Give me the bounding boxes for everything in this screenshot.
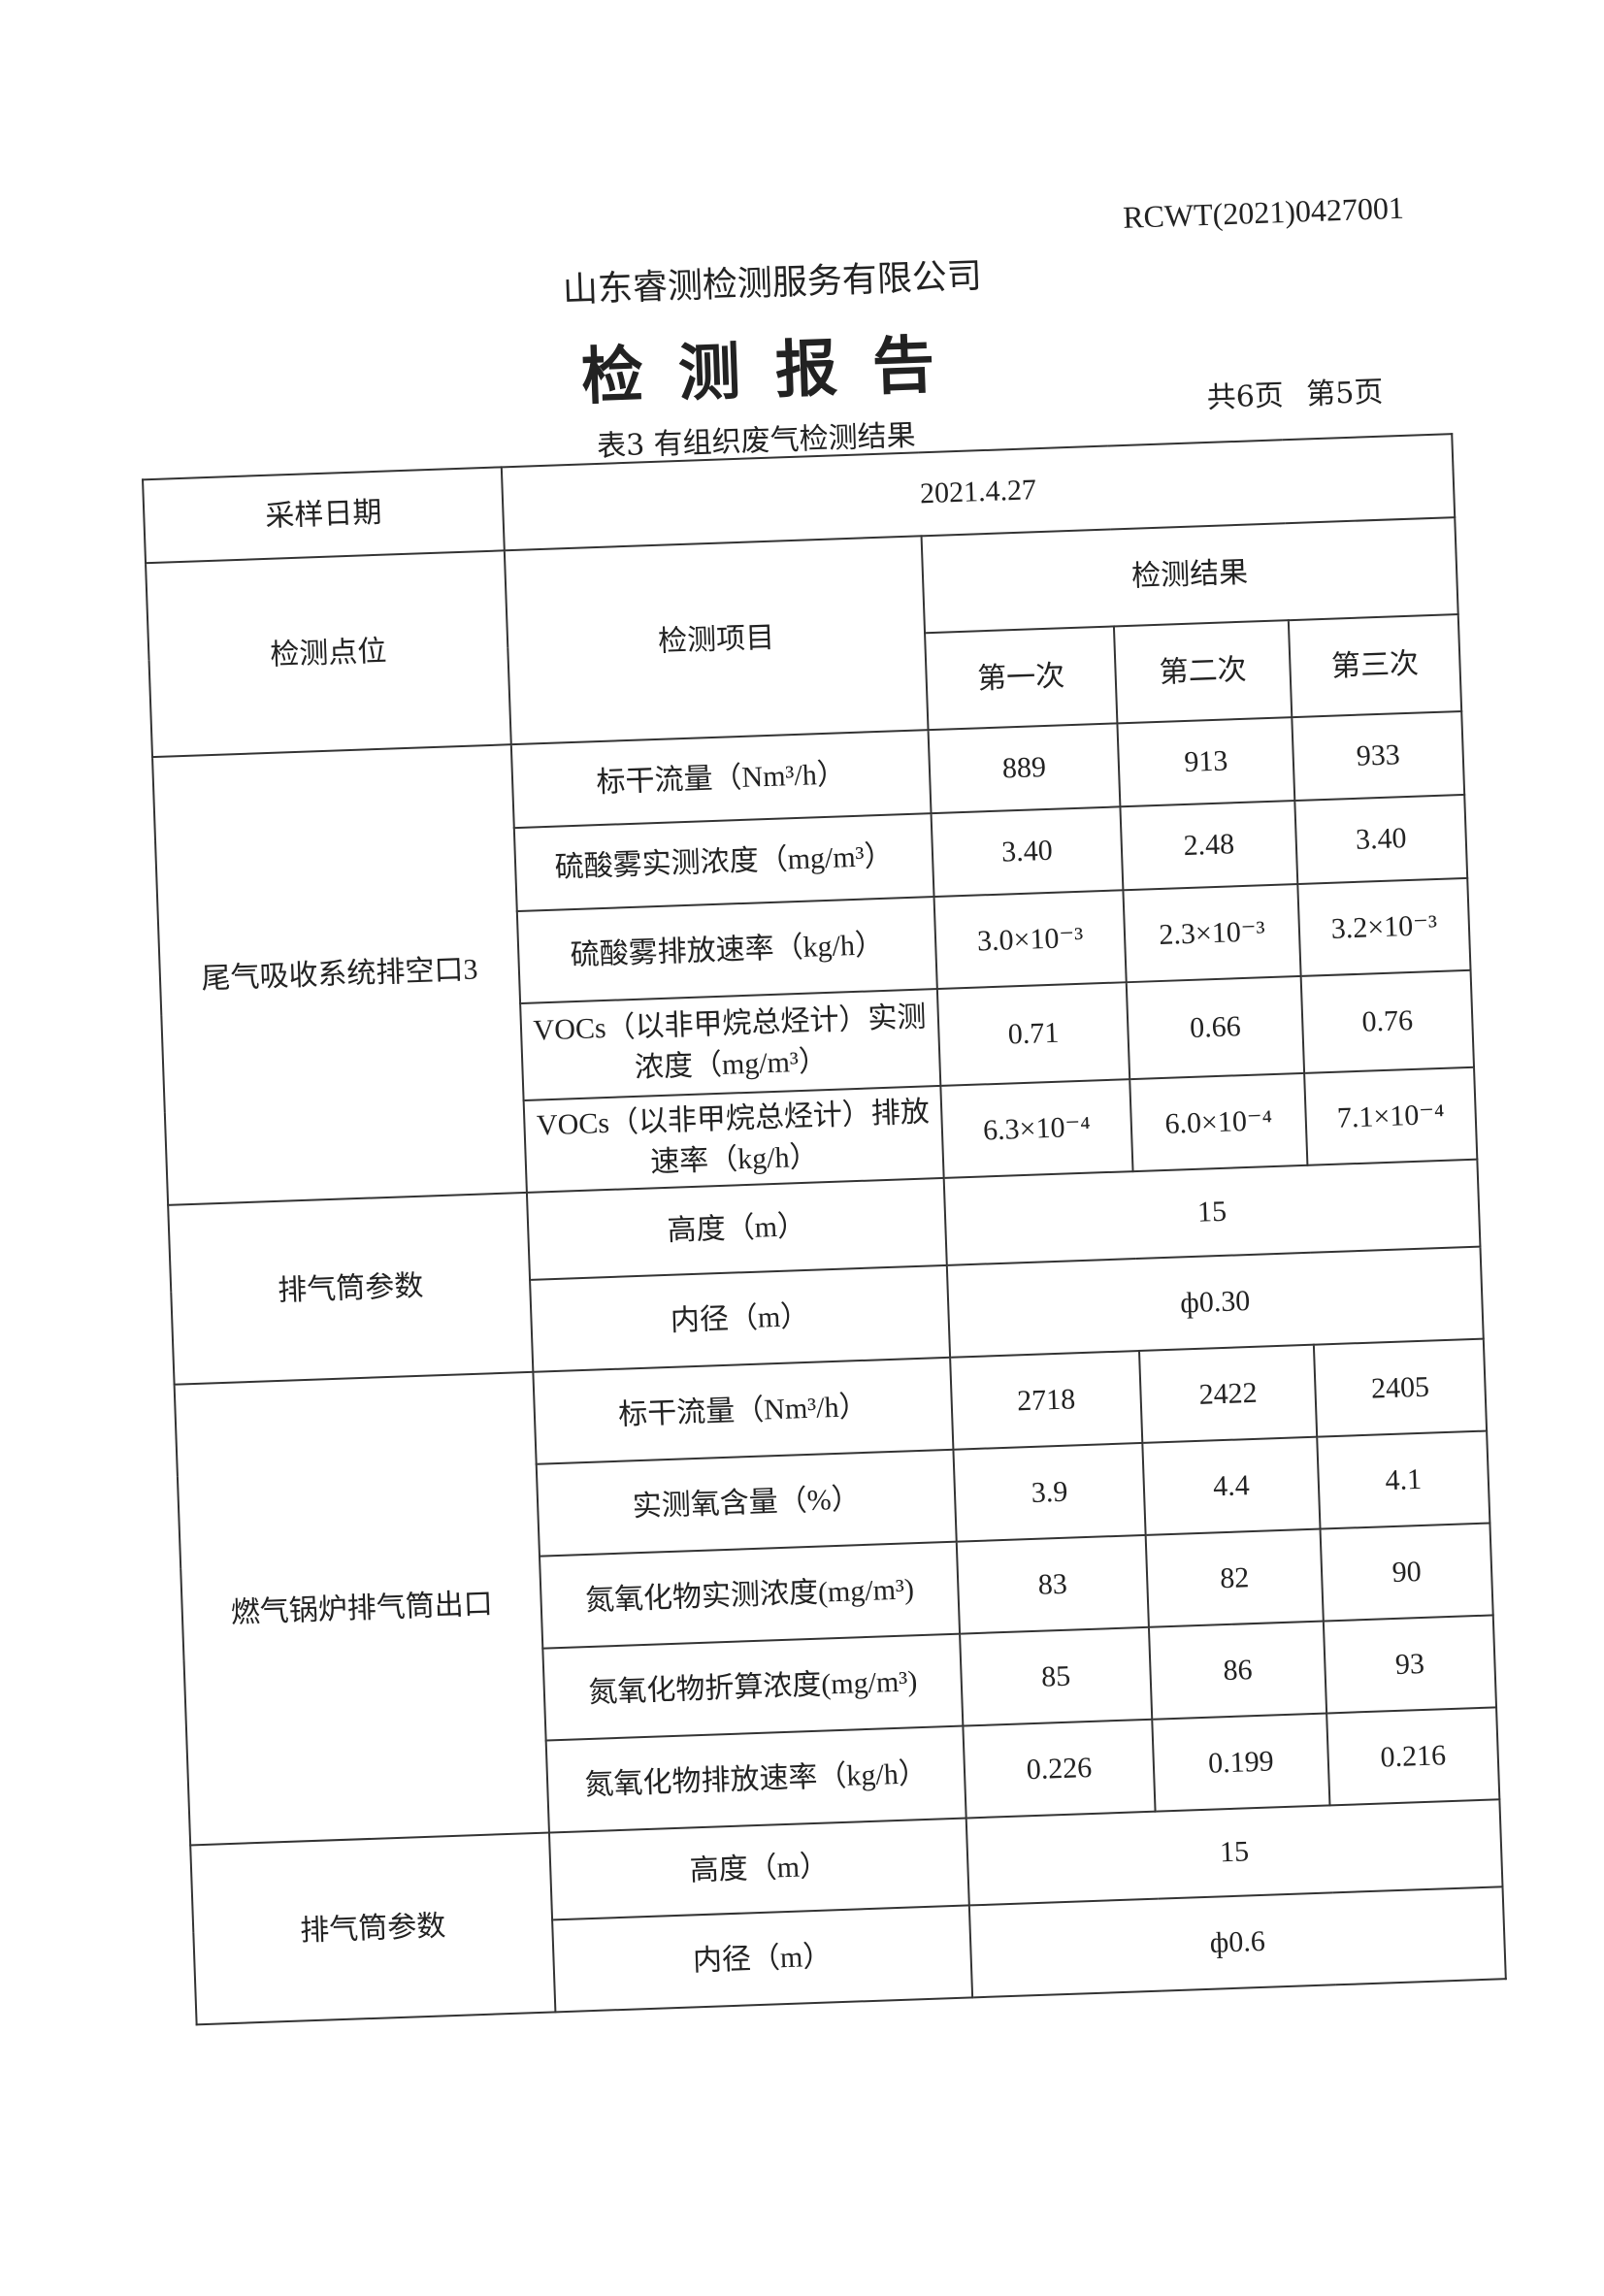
monitoring-point: 燃气锅炉排气筒出口 (174, 1371, 549, 1846)
result-value: 85 (960, 1626, 1153, 1726)
monitoring-item: 标干流量（Nm³/h） (510, 730, 932, 829)
result-value: 889 (928, 723, 1121, 814)
monitoring-item: VOCs（以非甲烷总烃计）排放速率（kg/h） (523, 1085, 944, 1193)
stack-height-label: 高度（m） (548, 1818, 969, 1920)
col-item-header: 检测项目 (504, 536, 929, 745)
result-value: 0.76 (1300, 969, 1475, 1073)
monitoring-item: 标干流量（Nm³/h） (533, 1357, 954, 1464)
result-value: 2718 (950, 1350, 1143, 1450)
col-point-header: 检测点位 (146, 550, 511, 758)
stack-height-label: 高度（m） (526, 1177, 947, 1280)
result-value: 913 (1117, 717, 1295, 807)
result-value: 4.4 (1142, 1436, 1321, 1535)
monitoring-point: 尾气吸收系统排空口3 (152, 744, 527, 1205)
results-table: 采样日期 2021.4.27 检测点位 检测项目 检测结果 第一次 第二次 第三… (142, 433, 1507, 2025)
monitoring-item: VOCs（以非甲烷总烃计）实测浓度（mg/m³） (520, 989, 941, 1100)
result-value: 2.48 (1120, 801, 1298, 891)
result-value: 86 (1148, 1621, 1327, 1720)
result-value: 2.3×10⁻³ (1123, 883, 1301, 983)
monitoring-item: 实测氧含量（%） (536, 1449, 957, 1557)
stack-diameter-value: ф0.6 (968, 1886, 1506, 1998)
stack-params-label: 排气筒参数 (168, 1192, 534, 1385)
date-label: 采样日期 (143, 467, 505, 564)
monitoring-item: 硫酸雾排放速率（kg/h） (516, 897, 937, 1004)
result-value: 0.199 (1152, 1713, 1330, 1812)
result-value: 3.0×10⁻³ (933, 890, 1127, 990)
result-value: 3.40 (1294, 794, 1468, 884)
stack-diameter-label: 内径（m） (530, 1264, 951, 1372)
stack-diameter-label: 内径（m） (552, 1905, 973, 2013)
result-value: 82 (1145, 1528, 1324, 1627)
result-value: 0.216 (1326, 1707, 1500, 1806)
monitoring-item: 硫酸雾实测浓度（mg/m³） (513, 813, 934, 912)
result-value: 93 (1323, 1615, 1497, 1714)
table-body: 尾气吸收系统排空口3 标干流量（Nm³/h） 889 913 933 硫酸雾实测浓度（mg… (152, 710, 1506, 2025)
run-1-header: 第一次 (925, 626, 1118, 731)
monitoring-item: 氮氧化物实测浓度(mg/m³) (540, 1541, 961, 1649)
result-value: 83 (956, 1534, 1149, 1634)
result-value: 2422 (1138, 1344, 1318, 1443)
report-number: RCWT(2021)0427001 (1122, 189, 1405, 235)
monitoring-item: 氮氧化物折算浓度(mg/m³) (542, 1633, 964, 1741)
result-value: 6.3×10⁻⁴ (940, 1079, 1133, 1178)
result-value: 3.9 (953, 1442, 1146, 1542)
page-info: 共6页 第5页 (1206, 375, 1385, 415)
result-value: 0.66 (1126, 975, 1305, 1080)
stack-params-label: 排气筒参数 (190, 1832, 556, 2025)
run-2-header: 第二次 (1113, 620, 1293, 724)
col-result-header: 检测结果 (921, 517, 1458, 634)
result-value: 933 (1292, 710, 1465, 802)
result-value: 3.2×10⁻³ (1297, 877, 1471, 976)
result-value: 3.40 (931, 806, 1124, 898)
result-value: 90 (1320, 1523, 1493, 1622)
result-value: 0.71 (936, 982, 1130, 1086)
result-value: 0.226 (963, 1719, 1156, 1819)
result-value: 2405 (1313, 1338, 1488, 1437)
run-3-header: 第三次 (1288, 614, 1462, 718)
monitoring-item: 氮氧化物排放速率（kg/h） (545, 1725, 966, 1833)
result-value: 7.1×10⁻⁴ (1304, 1066, 1478, 1165)
result-value: 4.1 (1317, 1430, 1490, 1529)
result-value: 6.0×10⁻⁴ (1129, 1072, 1308, 1172)
